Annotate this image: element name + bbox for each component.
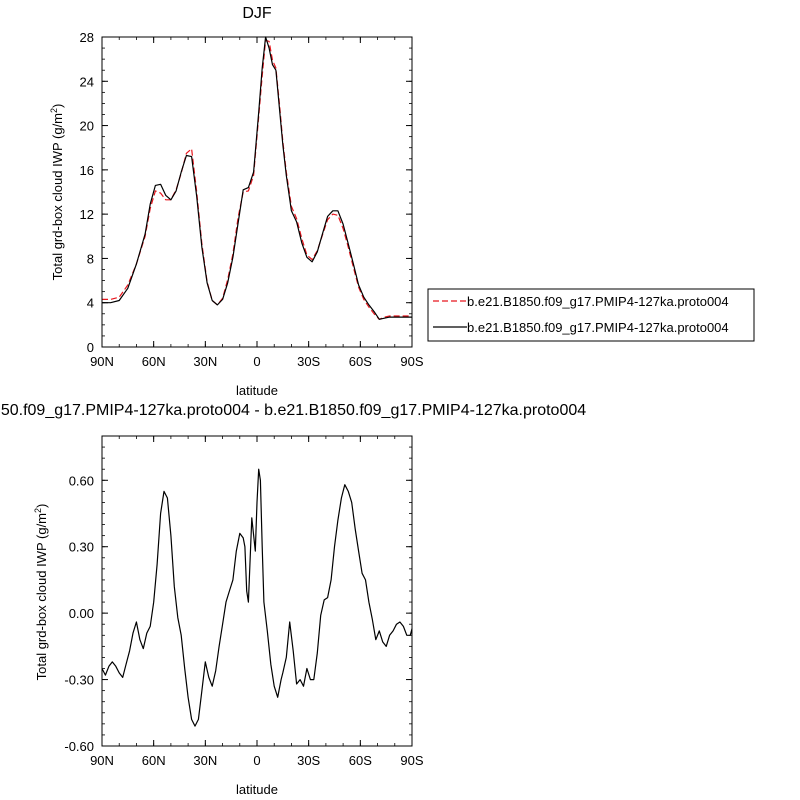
chart1-x-tick-label: 90S	[400, 354, 423, 369]
chart-panel-2: b.e21.B1850.f09_g17.PMIP4-127ka.proto004…	[0, 402, 586, 797]
chart2-y-tick-label: -0.60	[64, 739, 94, 754]
chart2-series-line-1	[101, 468, 413, 727]
chart1-y-tick-label: 8	[87, 251, 94, 266]
chart1-y-label-text: Total grd-box cloud IWP (g/m	[50, 113, 65, 280]
chart2-x-tick-label: 90N	[90, 753, 114, 768]
chart1-x-label: latitude	[236, 383, 278, 398]
chart1-y-tick-label: 16	[80, 163, 94, 178]
chart2-x-tick-label: 30N	[193, 753, 217, 768]
legend-entry-1: b.e21.B1850.f09_g17.PMIP4-127ka.proto004	[467, 294, 729, 309]
chart2-x-tick-label: 60S	[349, 753, 372, 768]
chart2-y-tick-label: 0.30	[69, 540, 94, 555]
chart1-y-tick-label: 0	[87, 340, 94, 355]
chart2-x-tick-label: 30S	[297, 753, 320, 768]
chart1-plot-frame	[101, 36, 413, 348]
chart1-y-label: Total grd-box cloud IWP (g/m2)	[49, 104, 65, 281]
chart1-y-label-close: )	[50, 104, 65, 108]
legend-box	[427, 288, 755, 342]
chart1-y-tick-label: 28	[80, 30, 94, 45]
chart2-y-label-close: )	[34, 504, 49, 508]
chart1-title: DJF	[242, 5, 272, 22]
chart2-plot-frame	[101, 435, 413, 747]
legend-entry-2: b.e21.B1850.f09_g17.PMIP4-127ka.proto004	[467, 320, 729, 335]
chart2-y-label: Total grd-box cloud IWP (g/m2)	[33, 504, 49, 681]
chart1-y-tick-label: 24	[80, 74, 94, 89]
chart2-y-tick-label: 0.60	[69, 473, 94, 488]
chart1-series-line-2	[102, 36, 412, 320]
chart1-series-line-1	[102, 39, 412, 320]
chart-panel-1: DJF Total grd-box cloud IWP (g/m2) latit…	[49, 5, 755, 398]
chart2-y-tick-label: 0.00	[69, 606, 94, 621]
chart2-x-tick-label: 90S	[400, 753, 423, 768]
chart1-legend: b.e21.B1850.f09_g17.PMIP4-127ka.proto004…	[427, 288, 755, 342]
chart1-y-tick-label: 4	[87, 296, 94, 311]
svg-text:Total grd-box cloud IWP (g/m2): Total grd-box cloud IWP (g/m2)	[33, 504, 49, 681]
chart1-y-label-sup: 2	[49, 108, 59, 113]
chart2-y-label-sup: 2	[33, 508, 43, 513]
chart1-x-tick-label: 60N	[142, 354, 166, 369]
chart2-title: b.e21.B1850.f09_g17.PMIP4-127ka.proto004…	[0, 402, 586, 419]
chart2-x-tick-label: 60N	[142, 753, 166, 768]
chart1-x-tick-label: 90N	[90, 354, 114, 369]
chart2-y-label-text: Total grd-box cloud IWP (g/m	[34, 513, 49, 680]
chart1-x-tick-label: 30N	[193, 354, 217, 369]
chart1-y-tick-label: 20	[80, 119, 94, 134]
chart1-x-tick-label: 30S	[297, 354, 320, 369]
chart2-x-label: latitude	[236, 782, 278, 797]
svg-text:Total grd-box cloud IWP (g/m2): Total grd-box cloud IWP (g/m2)	[49, 104, 65, 281]
chart1-y-tick-label: 12	[80, 207, 94, 222]
chart1-x-tick-label: 0	[253, 354, 260, 369]
chart1-x-tick-label: 60S	[349, 354, 372, 369]
chart2-y-tick-label: -0.30	[64, 673, 94, 688]
chart2-x-tick-label: 0	[253, 753, 260, 768]
